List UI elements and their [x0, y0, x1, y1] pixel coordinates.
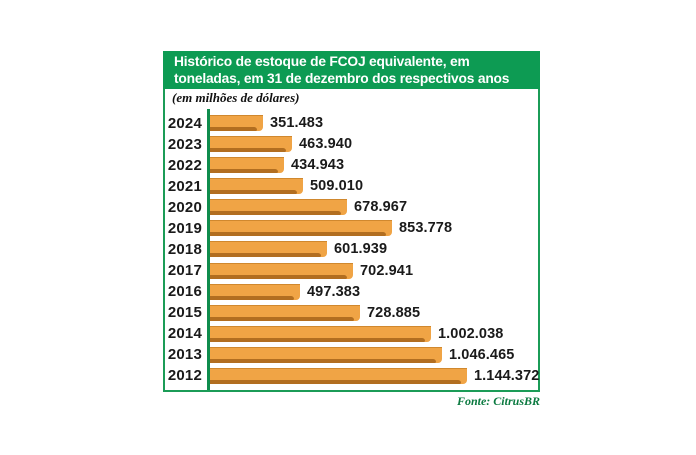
chart-title-line2: toneladas, em 31 de dezembro dos respect… [174, 70, 510, 86]
chart-row: 2015 728.885 [165, 303, 538, 323]
chart-row: 2016 497.383 [165, 282, 538, 302]
chart-row: 2020 678.967 [165, 197, 538, 217]
year-label: 2020 [167, 198, 202, 216]
chart-container: Histórico de estoque de FCOJ equivalente… [163, 51, 540, 392]
year-label: 2016 [167, 283, 202, 301]
chart-row: 2023 463.940 [165, 134, 538, 154]
value-label: 509.010 [310, 178, 364, 195]
value-label: 463.940 [299, 136, 353, 153]
value-label: 351.483 [270, 115, 324, 131]
chart-row: 2024 351.483 [165, 113, 538, 133]
chart-row: 2014 1.002.038 [165, 324, 538, 344]
source-credit: Fonte: CitrusBR [456, 394, 540, 408]
value-label: 1.046.465 [449, 346, 515, 363]
bar [210, 241, 327, 258]
year-label: 2022 [167, 156, 202, 174]
bar [210, 136, 292, 153]
chart-row: 2017 702.941 [165, 261, 538, 281]
year-label: 2014 [167, 325, 202, 343]
year-label: 2023 [167, 135, 202, 153]
value-label: 601.939 [334, 241, 388, 258]
year-label: 2017 [167, 262, 202, 280]
chart-rows: 2024 351.483 2023 463.940 2022 434.943 2021 509… [165, 113, 540, 386]
bar [210, 346, 442, 363]
y-axis-line [207, 109, 210, 390]
bar [210, 325, 431, 342]
value-label: 702.941 [360, 262, 414, 279]
chart-title: Histórico de estoque de FCOJ equivalente… [163, 51, 540, 89]
year-label: 2012 [167, 367, 202, 385]
bar [210, 115, 263, 131]
value-label: 678.967 [354, 199, 408, 216]
chart-title-line1: Histórico de estoque de FCOJ equivalente… [174, 54, 470, 69]
value-label: 853.778 [399, 220, 453, 237]
value-label: 1.144.372 [474, 367, 540, 384]
bar [210, 199, 347, 216]
chart-row: 2021 509.010 [165, 176, 538, 196]
year-label: 2015 [167, 304, 202, 322]
chart-row: 2022 434.943 [165, 155, 538, 175]
bar [210, 178, 303, 195]
year-label: 2013 [167, 346, 202, 364]
chart-row: 2019 853.778 [165, 218, 538, 238]
chart-row: 2013 1.046.465 [165, 345, 538, 365]
plot-area: 2024 351.483 2023 463.940 2022 434.943 2021 509… [165, 109, 540, 390]
chart-row: 2012 1.144.372 [165, 366, 540, 386]
bar [210, 262, 353, 279]
bar [210, 367, 467, 384]
bar [210, 157, 284, 174]
chart-subtitle: (em milhões de dólares) [172, 90, 300, 105]
value-label: 728.885 [367, 304, 421, 321]
bar [210, 283, 300, 300]
bar [210, 220, 392, 237]
year-label: 2024 [167, 114, 202, 132]
chart-row: 2018 601.939 [165, 239, 538, 259]
bar [210, 304, 360, 321]
value-label: 434.943 [291, 157, 345, 174]
year-label: 2021 [167, 177, 202, 195]
value-label: 497.383 [307, 283, 361, 300]
year-label: 2019 [167, 219, 202, 237]
value-label: 1.002.038 [438, 325, 504, 342]
year-label: 2018 [167, 240, 202, 258]
